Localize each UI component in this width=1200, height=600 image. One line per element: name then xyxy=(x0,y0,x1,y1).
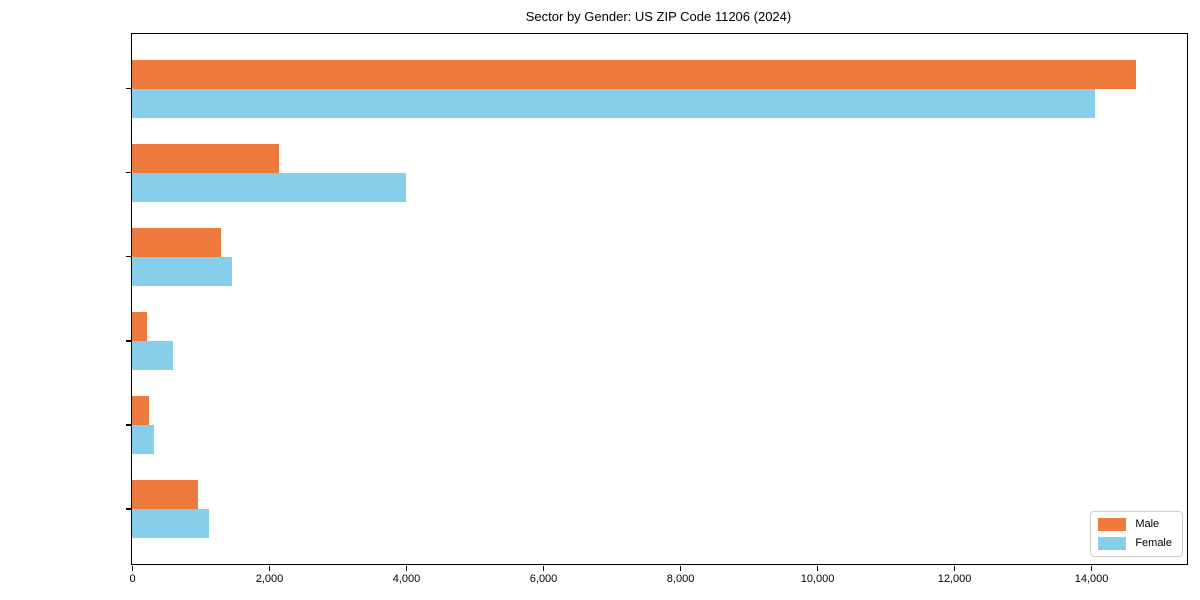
x-tick-label-12-000: 12,000 xyxy=(937,573,972,585)
x-tick-label-14-000: 14,000 xyxy=(1074,573,1109,585)
bar-male-state-government xyxy=(132,312,147,342)
x-tick-mark xyxy=(1090,566,1093,571)
x-tick-label-0: 0 xyxy=(129,573,136,585)
x-tick-mark xyxy=(405,566,408,571)
bar-female-local-government xyxy=(132,256,232,286)
x-tick-label-2-000: 2,000 xyxy=(255,573,284,585)
x-tick-mark xyxy=(816,566,819,571)
legend-item-female: Female xyxy=(1098,537,1172,550)
x-tick-mark xyxy=(268,566,271,571)
bar-female-self-employed xyxy=(132,509,209,539)
y-tick-mark xyxy=(126,87,131,90)
bar-female-federal-government xyxy=(132,425,155,455)
legend-label-female: Female xyxy=(1135,537,1172,549)
y-tick-mark xyxy=(126,340,131,342)
bar-male-private-for-profit xyxy=(132,59,1136,89)
legend-item-male: Male xyxy=(1098,518,1172,531)
plot-area: Male Female xyxy=(131,33,1188,565)
y-tick-mark xyxy=(126,508,131,510)
y-tick-mark xyxy=(126,424,131,426)
bar-male-private-non-profit xyxy=(132,143,279,173)
bar-male-federal-government xyxy=(132,396,149,426)
legend: Male Female xyxy=(1090,511,1183,557)
bar-male-self-employed xyxy=(132,480,198,510)
x-tick-label-4-000: 4,000 xyxy=(392,573,421,585)
x-tick-mark xyxy=(542,566,545,571)
bar-female-private-non-profit xyxy=(132,172,407,202)
chart-title: Sector by Gender: US ZIP Code 11206 (202… xyxy=(525,9,792,24)
x-tick-label-10-000: 10,000 xyxy=(800,573,835,585)
x-tick-label-8-000: 8,000 xyxy=(666,573,695,585)
y-tick-mark xyxy=(126,255,131,258)
legend-label-male: Male xyxy=(1135,518,1160,530)
bar-female-private-for-profit xyxy=(132,88,1095,118)
x-tick-mark xyxy=(953,566,956,571)
x-tick-mark xyxy=(131,566,134,571)
bar-female-state-government xyxy=(132,341,173,371)
bar-male-local-government xyxy=(132,227,222,257)
y-tick-mark xyxy=(126,171,131,174)
legend-swatch-male xyxy=(1098,518,1127,531)
x-tick-label-6-000: 6,000 xyxy=(529,573,558,585)
x-tick-mark xyxy=(679,566,682,571)
legend-swatch-female xyxy=(1098,537,1127,550)
